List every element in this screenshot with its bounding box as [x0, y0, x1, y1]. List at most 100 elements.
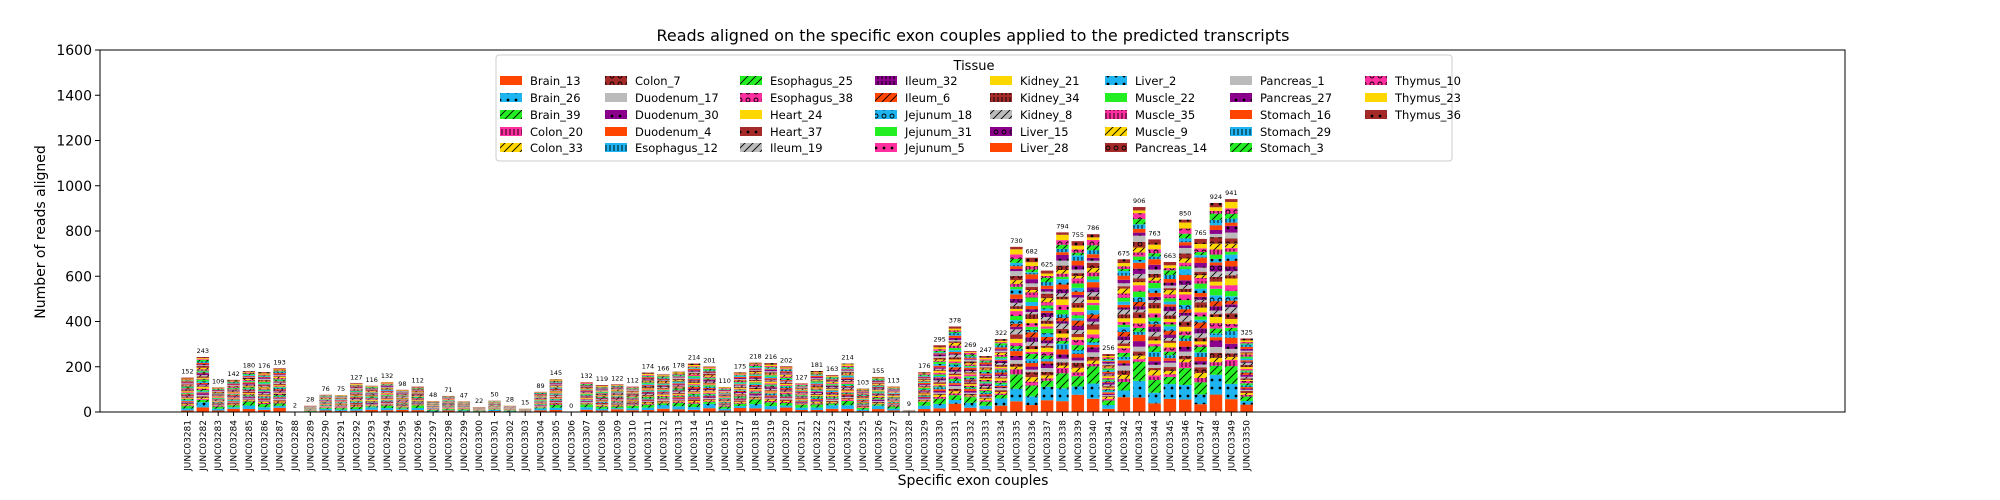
bar-segment: [1102, 373, 1115, 375]
bar-segment: [1240, 370, 1253, 372]
legend-swatch: [1230, 110, 1252, 119]
legend-entry: Jejunum_18: [875, 108, 972, 122]
bar-total-label: 193: [273, 358, 285, 366]
bar-segment: [872, 379, 885, 381]
bar-segment: [411, 396, 424, 398]
bar-segment: [672, 385, 685, 387]
legend-swatch: [990, 76, 1012, 85]
bar-segment: [181, 386, 194, 388]
bar-segment: [196, 382, 210, 385]
bar-segment: [1025, 381, 1038, 386]
bar-segment: [687, 393, 701, 394]
bar-segment: [611, 403, 624, 405]
bar-segment: [1102, 355, 1115, 358]
bar-segment: [549, 394, 563, 396]
bar-segment: [749, 372, 762, 374]
bar-segment: [595, 404, 609, 405]
bar-segment: [918, 399, 931, 401]
bar-segment: [1010, 311, 1023, 316]
bar-segment: [657, 394, 670, 396]
bar-segment: [733, 376, 747, 379]
bar-segment: [764, 392, 778, 394]
bar-segment: [365, 387, 378, 389]
bar-segment: [1117, 314, 1131, 319]
bar-segment: [764, 406, 778, 410]
bar-segment: [687, 395, 701, 397]
bar-total-label: 755: [1072, 231, 1084, 239]
bar-segment: [641, 396, 655, 398]
bar-segment: [242, 408, 256, 412]
x-tick-label: JUNC03318: [751, 420, 761, 472]
bar-segment: [948, 351, 962, 354]
bar-segment: [1010, 366, 1023, 370]
bar-segment: [948, 342, 962, 346]
bar-segment: [856, 406, 870, 408]
bar-segment: [918, 378, 931, 379]
bar-segment: [856, 394, 870, 396]
bar-segment: [380, 384, 394, 385]
bar-segment: [626, 403, 639, 405]
bar-segment: [1040, 293, 1054, 299]
bar-segment: [365, 385, 378, 387]
bar-segment: [227, 393, 240, 395]
bar-segment: [411, 400, 424, 402]
bar-segment: [580, 384, 593, 386]
bar-segment: [1102, 389, 1115, 391]
bar-segment: [1209, 265, 1223, 272]
bar-segment: [1163, 376, 1177, 385]
bar-segment: [1010, 363, 1023, 367]
bar-segment: [1240, 372, 1253, 375]
bar-stack: [948, 326, 962, 412]
bar-segment: [841, 405, 854, 409]
bar-segment: [1225, 300, 1238, 305]
bar-segment: [1132, 351, 1146, 356]
bar-segment: [641, 376, 655, 378]
legend-label: Pancreas_27: [1260, 91, 1332, 105]
bar-segment: [687, 399, 701, 402]
bar-segment: [1086, 321, 1100, 325]
bar-segment: [933, 382, 946, 384]
bar-segment: [872, 402, 885, 404]
bar-segment: [1117, 374, 1131, 379]
bar-segment: [825, 403, 839, 406]
bar-segment: [258, 382, 271, 384]
bar-segment: [365, 398, 378, 400]
x-tick-label: JUNC03338: [1058, 420, 1068, 472]
bar-segment: [1148, 380, 1161, 393]
bar-segment: [1148, 351, 1161, 357]
bar-segment: [1086, 282, 1100, 288]
bar-segment: [1163, 358, 1177, 361]
bar-segment: [1132, 273, 1146, 279]
bar-total-label: 15: [521, 399, 529, 407]
bar-segment: [1179, 269, 1192, 276]
bar-segment: [595, 396, 609, 398]
bar-stack: [211, 387, 225, 412]
bar-segment: [749, 363, 762, 365]
bar-segment: [549, 384, 563, 386]
bar-segment: [1102, 374, 1115, 376]
bar-segment: [933, 352, 946, 354]
bar-segment: [242, 377, 256, 380]
bar-segment: [825, 388, 839, 390]
bar-segment: [196, 381, 210, 383]
bar-segment: [764, 396, 778, 398]
x-tick-label: JUNC03282: [199, 420, 209, 472]
bar-segment: [687, 367, 701, 369]
bar-segment: [703, 388, 716, 390]
bar-segment: [611, 405, 624, 407]
bar-segment: [1040, 288, 1054, 292]
bar-segment: [334, 407, 348, 409]
bar-segment: [258, 401, 271, 402]
bar-total-label: 145: [550, 369, 562, 377]
bar-segment: [196, 390, 210, 392]
bar-segment: [810, 374, 824, 376]
bar-segment: [1102, 386, 1115, 388]
bar-total-label: 113: [887, 376, 899, 384]
y-tick-label: 1200: [56, 134, 92, 150]
bar-segment: [365, 395, 378, 396]
bar-segment: [718, 392, 731, 393]
bar-segment: [595, 408, 609, 411]
legend-label: Duodenum_4: [635, 125, 711, 139]
bar-segment: [350, 399, 363, 401]
bar-segment: [1148, 296, 1161, 301]
